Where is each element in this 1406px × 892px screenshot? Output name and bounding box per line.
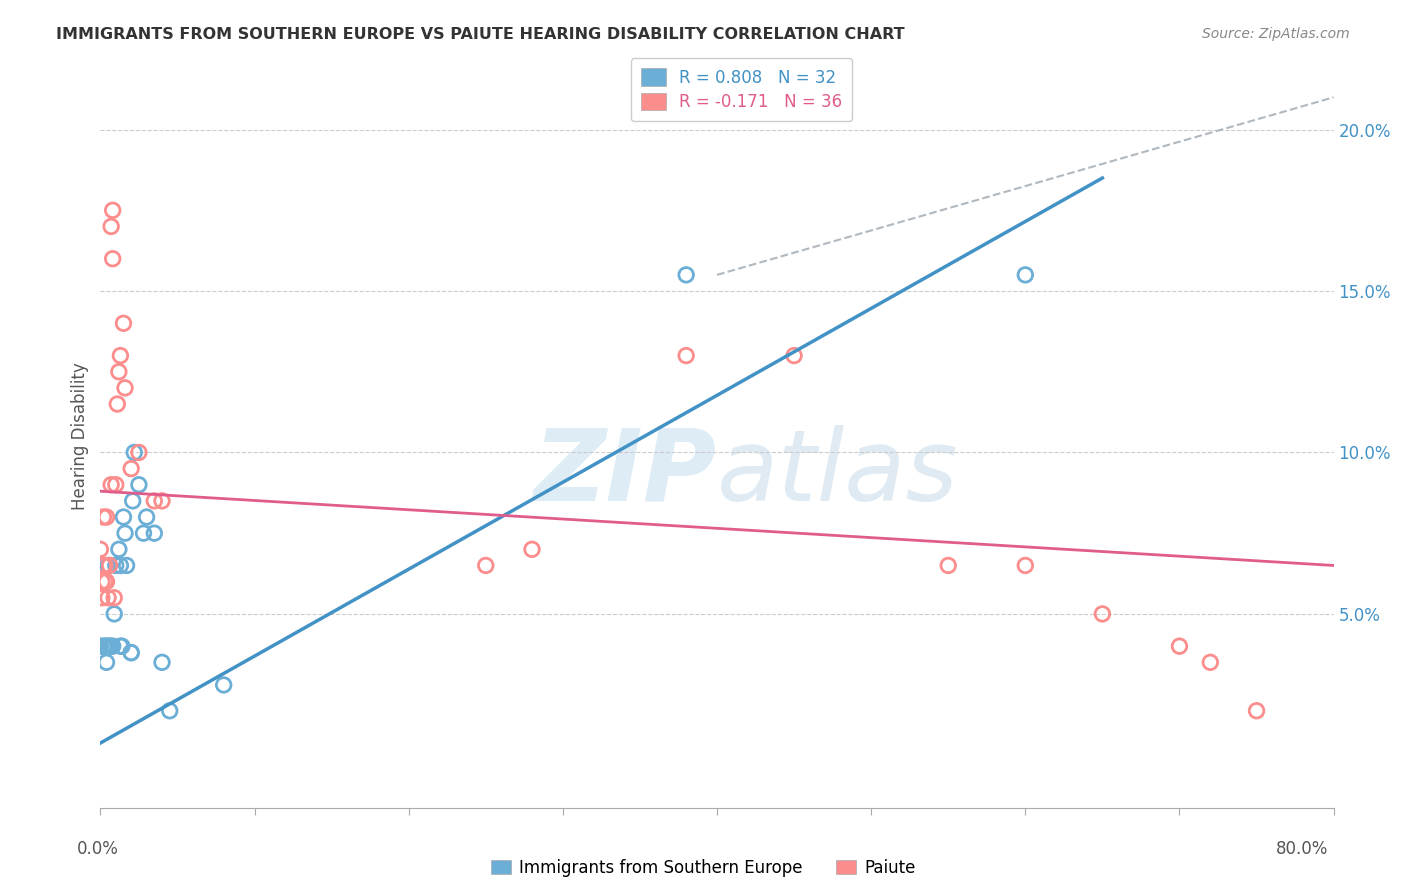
- Text: Source: ZipAtlas.com: Source: ZipAtlas.com: [1202, 27, 1350, 41]
- Point: [120, 646, 142, 660]
- Point: [150, 656, 173, 670]
- Point: [159, 704, 181, 718]
- Point: [103, 607, 125, 621]
- Point: [111, 639, 134, 653]
- Point: [104, 558, 127, 573]
- Point: [101, 203, 124, 218]
- Point: [121, 494, 143, 508]
- Point: [93, 510, 115, 524]
- Point: [100, 219, 122, 234]
- Point: [94, 558, 117, 573]
- Point: [96, 574, 118, 589]
- Point: [103, 591, 125, 605]
- Legend: R = 0.808   N = 32, R = -0.171   N = 36: R = 0.808 N = 32, R = -0.171 N = 36: [631, 59, 852, 121]
- Point: [96, 510, 118, 524]
- Point: [97, 558, 120, 573]
- Point: [100, 477, 122, 491]
- Point: [93, 639, 115, 653]
- Point: [104, 477, 127, 491]
- Point: [108, 365, 131, 379]
- Point: [97, 591, 120, 605]
- Point: [110, 558, 132, 573]
- Text: IMMIGRANTS FROM SOUTHERN EUROPE VS PAIUTE HEARING DISABILITY CORRELATION CHART: IMMIGRANTS FROM SOUTHERN EUROPE VS PAIUT…: [56, 27, 905, 42]
- Point: [143, 526, 166, 541]
- Point: [1199, 656, 1222, 670]
- Point: [115, 558, 138, 573]
- Point: [128, 445, 150, 459]
- Legend: Immigrants from Southern Europe, Paiute: Immigrants from Southern Europe, Paiute: [484, 853, 922, 884]
- Point: [128, 477, 150, 491]
- Point: [114, 381, 136, 395]
- Point: [520, 542, 543, 557]
- Point: [96, 656, 118, 670]
- Point: [1014, 558, 1036, 573]
- Point: [98, 558, 121, 573]
- Point: [110, 349, 132, 363]
- Point: [212, 678, 235, 692]
- Point: [675, 268, 697, 282]
- Point: [90, 591, 112, 605]
- Text: 0.0%: 0.0%: [77, 840, 120, 858]
- Point: [132, 526, 155, 541]
- Point: [100, 639, 122, 653]
- Point: [1091, 607, 1114, 621]
- Point: [1246, 704, 1268, 718]
- Text: atlas: atlas: [717, 425, 959, 522]
- Point: [135, 510, 157, 524]
- Point: [675, 349, 697, 363]
- Point: [94, 639, 117, 653]
- Text: ZIP: ZIP: [534, 425, 717, 522]
- Point: [108, 542, 131, 557]
- Point: [120, 646, 142, 660]
- Point: [1168, 639, 1191, 653]
- Point: [97, 639, 120, 653]
- Point: [143, 494, 166, 508]
- Point: [120, 461, 142, 475]
- Point: [93, 558, 115, 573]
- Point: [101, 252, 124, 266]
- Y-axis label: Hearing Disability: Hearing Disability: [72, 362, 89, 510]
- Point: [94, 574, 117, 589]
- Point: [110, 639, 132, 653]
- Point: [112, 510, 135, 524]
- Point: [1014, 268, 1036, 282]
- Point: [150, 494, 173, 508]
- Point: [98, 639, 121, 653]
- Point: [114, 526, 136, 541]
- Text: 80.0%: 80.0%: [1277, 840, 1329, 858]
- Point: [89, 639, 111, 653]
- Point: [101, 639, 124, 653]
- Point: [105, 397, 128, 411]
- Point: [89, 542, 111, 557]
- Point: [112, 316, 135, 330]
- Point: [783, 349, 806, 363]
- Point: [90, 574, 112, 589]
- Point: [122, 445, 145, 459]
- Point: [474, 558, 496, 573]
- Point: [936, 558, 959, 573]
- Point: [96, 639, 118, 653]
